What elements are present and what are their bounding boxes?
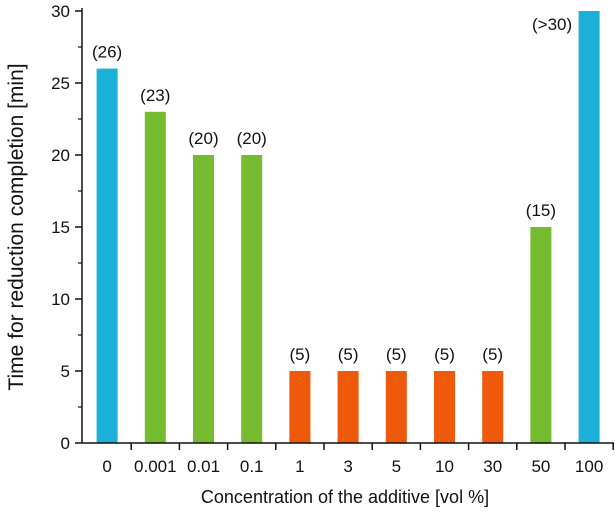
bars-layer bbox=[96, 11, 600, 444]
x-ticks: 0 0.001 0.01 0.1 1 3 5 10 30 50 100 bbox=[102, 443, 614, 476]
data-label: (26) bbox=[92, 43, 122, 62]
y-tick-label: 20 bbox=[51, 146, 70, 165]
bar-1 bbox=[289, 371, 311, 443]
x-tick-label: 0.001 bbox=[134, 457, 177, 476]
x-axis-title: Concentration of the additive [vol %] bbox=[201, 487, 489, 507]
y-ticks: 0 5 10 15 20 25 30 bbox=[51, 2, 82, 453]
data-label: (5) bbox=[338, 345, 359, 364]
bar-0.1 bbox=[241, 155, 263, 443]
data-label: (20) bbox=[237, 129, 267, 148]
x-tick-label: 100 bbox=[575, 457, 603, 476]
data-label: (>30) bbox=[532, 15, 572, 34]
x-tick-label: 30 bbox=[483, 457, 502, 476]
x-tick-label: 5 bbox=[392, 457, 401, 476]
bar-50 bbox=[530, 227, 552, 443]
bar-5 bbox=[385, 371, 407, 443]
y-axis-title: Time for reduction completion [min] bbox=[5, 63, 28, 390]
x-tick-label: 10 bbox=[435, 457, 454, 476]
bar-30 bbox=[482, 371, 504, 443]
bar-3 bbox=[337, 371, 359, 443]
data-label: (5) bbox=[290, 345, 311, 364]
x-tick-label: 0.1 bbox=[240, 457, 264, 476]
x-tick-label: 3 bbox=[343, 457, 352, 476]
bar-100 bbox=[578, 11, 600, 443]
bar-0.01 bbox=[193, 155, 214, 443]
data-label: (5) bbox=[434, 345, 455, 364]
y-tick-label: 30 bbox=[51, 2, 70, 21]
y-tick-label: 25 bbox=[51, 74, 70, 93]
data-label: (5) bbox=[482, 345, 503, 364]
x-tick-label: 50 bbox=[531, 457, 550, 476]
y-tick-label: 5 bbox=[61, 362, 70, 381]
data-label: (23) bbox=[140, 86, 170, 105]
bar-10 bbox=[434, 371, 455, 443]
data-label: (20) bbox=[188, 129, 218, 148]
y-tick-label: 15 bbox=[51, 218, 70, 237]
bar-0.001 bbox=[144, 111, 166, 444]
bar-0 bbox=[96, 68, 118, 443]
x-tick-label: 0.01 bbox=[187, 457, 220, 476]
x-tick-label: 0 bbox=[102, 457, 111, 476]
y-tick-label: 10 bbox=[51, 290, 70, 309]
data-label: (15) bbox=[526, 201, 556, 220]
data-labels: (26) (23) (20) (20) (5) (5) (5) (5) (5) (15) (>30) bbox=[92, 15, 572, 364]
data-label: (5) bbox=[386, 345, 407, 364]
x-tick-label: 1 bbox=[295, 457, 304, 476]
y-tick-label: 0 bbox=[61, 434, 70, 453]
